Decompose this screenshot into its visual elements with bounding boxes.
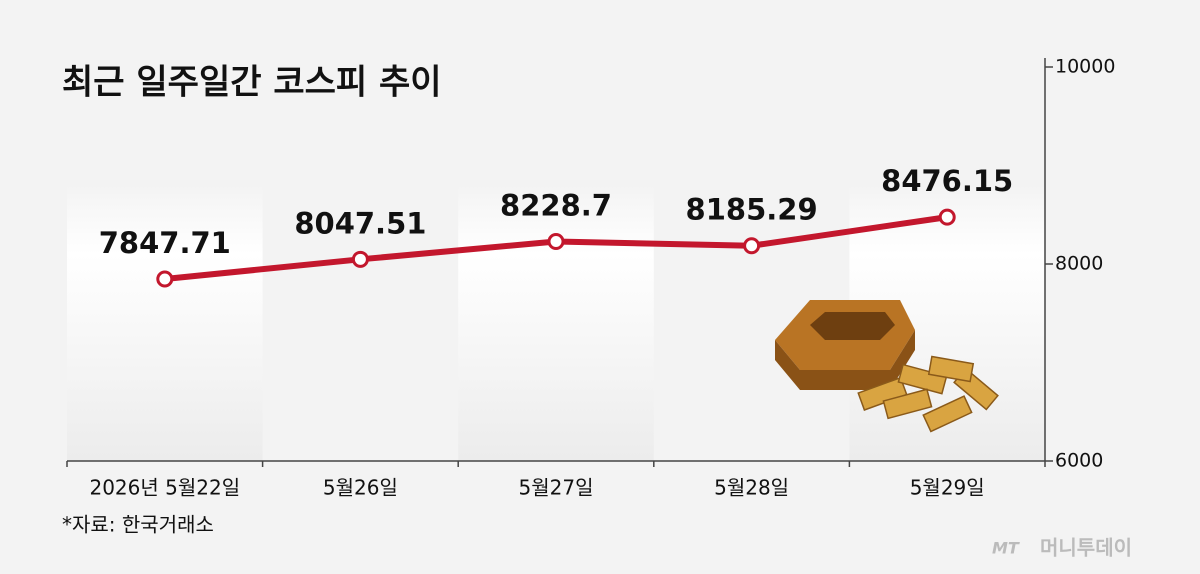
y-tick-label: 10000 <box>1055 56 1115 78</box>
marker <box>743 237 761 255</box>
y-tick-label: 8000 <box>1055 253 1103 275</box>
y-tick-label: 6000 <box>1055 450 1103 472</box>
data-label: 7847.71 <box>99 226 231 260</box>
chart-title: 최근 일주일간 코스피 추이 <box>62 63 442 103</box>
credit: 머니투데이 <box>1040 536 1132 560</box>
x-tick-label: 5월27일 <box>519 476 594 500</box>
column-band <box>458 185 654 461</box>
marker <box>351 250 369 268</box>
coin-illustration <box>775 300 999 433</box>
data-label: 8185.29 <box>686 193 818 227</box>
column-band <box>67 185 263 461</box>
data-label: 8047.51 <box>294 206 426 240</box>
marker <box>547 232 565 250</box>
x-tick-label: 5월29일 <box>910 476 985 500</box>
marker <box>156 270 174 288</box>
credit-mark: MT <box>992 539 1020 558</box>
x-tick-label: 2026년 5월22일 <box>89 476 240 500</box>
data-label: 8476.15 <box>881 164 1013 198</box>
marker <box>938 208 956 226</box>
data-label: 8228.7 <box>500 188 612 222</box>
x-tick-label: 5월28일 <box>714 476 789 500</box>
source: *자료: 한국거래소 <box>62 513 214 537</box>
x-tick-label: 5월26일 <box>323 476 398 500</box>
